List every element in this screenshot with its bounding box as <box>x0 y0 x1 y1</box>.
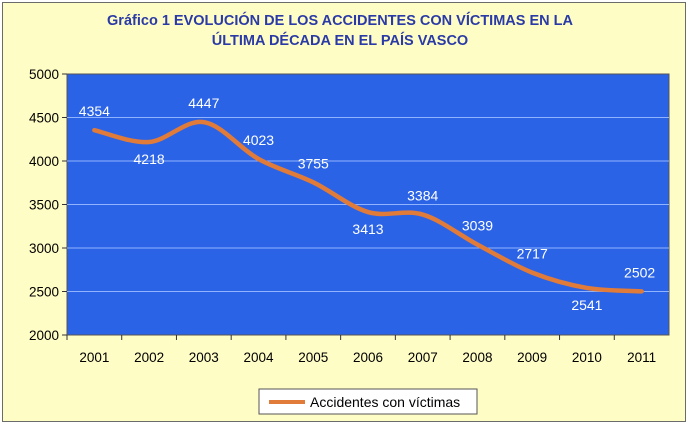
data-label: 3755 <box>298 155 329 171</box>
data-label: 4447 <box>188 95 219 111</box>
y-tick-label: 3500 <box>29 198 59 213</box>
data-label: 3039 <box>462 218 493 234</box>
line-chart: Gráfico 1 EVOLUCIÓN DE LOS ACCIDENTES CO… <box>29 11 670 415</box>
data-label: 2717 <box>517 246 548 262</box>
y-tick-label: 5000 <box>29 67 59 82</box>
chart-title-line-1: Gráfico 1 EVOLUCIÓN DE LOS ACCIDENTES CO… <box>107 11 573 29</box>
x-axis-ticks: 2001 2002 2003 2004 2005 2006 2007 2008 2009 2010… <box>66 335 656 365</box>
data-label: 3413 <box>352 221 383 237</box>
x-tick-label: 2005 <box>298 350 328 365</box>
data-label: 4023 <box>243 132 274 148</box>
x-tick-label: 2004 <box>244 350 275 365</box>
data-label: 3384 <box>407 188 438 204</box>
y-tick-label: 2500 <box>29 285 59 300</box>
x-tick-label: 2007 <box>408 350 438 365</box>
x-tick-label: 2001 <box>79 350 109 365</box>
x-tick-label: 2011 <box>627 350 656 365</box>
x-tick-label: 2008 <box>462 350 492 365</box>
x-tick-label: 2009 <box>517 350 547 365</box>
x-tick-label: 2003 <box>189 350 219 365</box>
x-tick-label: 2002 <box>134 350 164 365</box>
legend-label: Accidentes con víctimas <box>310 394 460 410</box>
chart-title-line-2: ÚLTIMA DÉCADA EN EL PAÍS VASCO <box>212 31 468 49</box>
series-layer <box>92 119 644 294</box>
legend: Accidentes con víctimas <box>258 388 478 415</box>
data-label: 2502 <box>624 264 655 280</box>
data-label: 4218 <box>134 151 165 167</box>
chart-frame: Gráfico 1 EVOLUCIÓN DE LOS ACCIDENTES CO… <box>2 2 686 422</box>
x-tick-label: 2006 <box>353 350 383 365</box>
y-tick-label: 3000 <box>29 241 59 256</box>
data-label: 2541 <box>571 297 602 313</box>
gridlines <box>67 117 669 292</box>
data-label: 4354 <box>79 103 110 119</box>
data-labels: 4354 4218 4447 4023 3755 3413 3384 3039 2717 2541… <box>79 95 656 313</box>
series-line <box>92 119 644 294</box>
y-tick-label: 4000 <box>29 154 59 169</box>
x-tick-label: 2010 <box>572 350 602 365</box>
y-tick-label: 2000 <box>29 328 59 343</box>
y-tick-label: 4500 <box>29 111 59 126</box>
y-axis-ticks: 2000 2500 3000 3500 4000 4500 5000 <box>29 67 67 343</box>
